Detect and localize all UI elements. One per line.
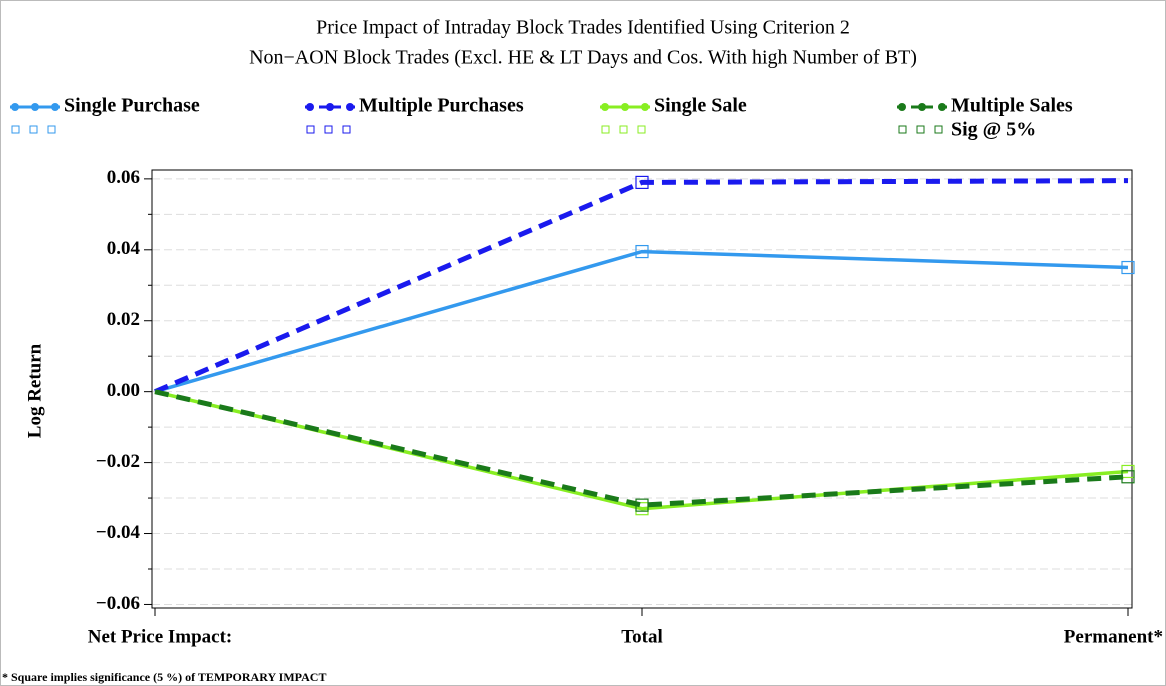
legend-square xyxy=(47,125,56,134)
legend-label: Single Purchase xyxy=(64,95,200,117)
y-tick-label: 0.02 xyxy=(107,309,140,330)
x-tick-label: Total xyxy=(621,626,663,647)
legend-dot xyxy=(11,103,19,111)
legend-label: Sig @ 5% xyxy=(951,119,1036,141)
y-tick-label: 0.04 xyxy=(107,238,141,259)
legend-dot xyxy=(326,103,334,111)
legend-square xyxy=(306,125,315,134)
legend-square xyxy=(11,125,20,134)
legend-dot xyxy=(938,103,946,111)
significance-marker xyxy=(1121,260,1135,275)
series-line xyxy=(154,389,1129,511)
legend-dot xyxy=(306,103,314,111)
legend-square xyxy=(342,125,351,134)
series-line xyxy=(154,389,1129,508)
significance-marker xyxy=(635,175,649,190)
y-tick-label: −0.04 xyxy=(96,522,141,543)
legend-square xyxy=(934,125,943,134)
legend-dot xyxy=(31,103,39,111)
legend-dot xyxy=(346,103,354,111)
legend-dot xyxy=(898,103,906,111)
legend-square xyxy=(916,125,925,134)
footnote: * Square implies significance (5 %) of T… xyxy=(2,670,326,684)
significance-marker xyxy=(1121,470,1135,484)
legend-label: Multiple Purchases xyxy=(359,95,524,117)
legend-square xyxy=(324,125,333,134)
legend-dot xyxy=(51,103,59,111)
legend-square xyxy=(898,125,907,134)
y-tick-label: 0.00 xyxy=(107,380,140,401)
y-axis-label: Log Return xyxy=(24,343,45,438)
legend-dot xyxy=(601,103,609,111)
significance-marker xyxy=(635,498,649,512)
legend-dot xyxy=(621,103,629,111)
legend-label: Multiple Sales xyxy=(951,95,1073,117)
legend-square xyxy=(601,125,610,134)
significance-marker xyxy=(635,244,649,259)
y-tick-label: −0.06 xyxy=(96,593,140,614)
plot-frame xyxy=(151,169,1133,609)
series-line xyxy=(154,178,1129,394)
y-tick-label: −0.02 xyxy=(96,451,140,472)
x-tick-label: Permanent* xyxy=(1064,626,1163,647)
x-tick-label: Net Price Impact: xyxy=(88,626,233,647)
legend-square xyxy=(29,125,38,134)
series-line xyxy=(154,249,1129,394)
legend-dot xyxy=(918,103,926,111)
y-tick-label: 0.06 xyxy=(107,167,140,188)
legend-square xyxy=(637,125,646,134)
legend-dot xyxy=(641,103,649,111)
chart-subtitle: Non−AON Block Trades (Excl. HE & LT Days… xyxy=(249,47,917,69)
chart-title: Price Impact of Intraday Block Trades Id… xyxy=(316,17,850,39)
legend-square xyxy=(619,125,628,134)
legend-label: Single Sale xyxy=(654,95,747,117)
